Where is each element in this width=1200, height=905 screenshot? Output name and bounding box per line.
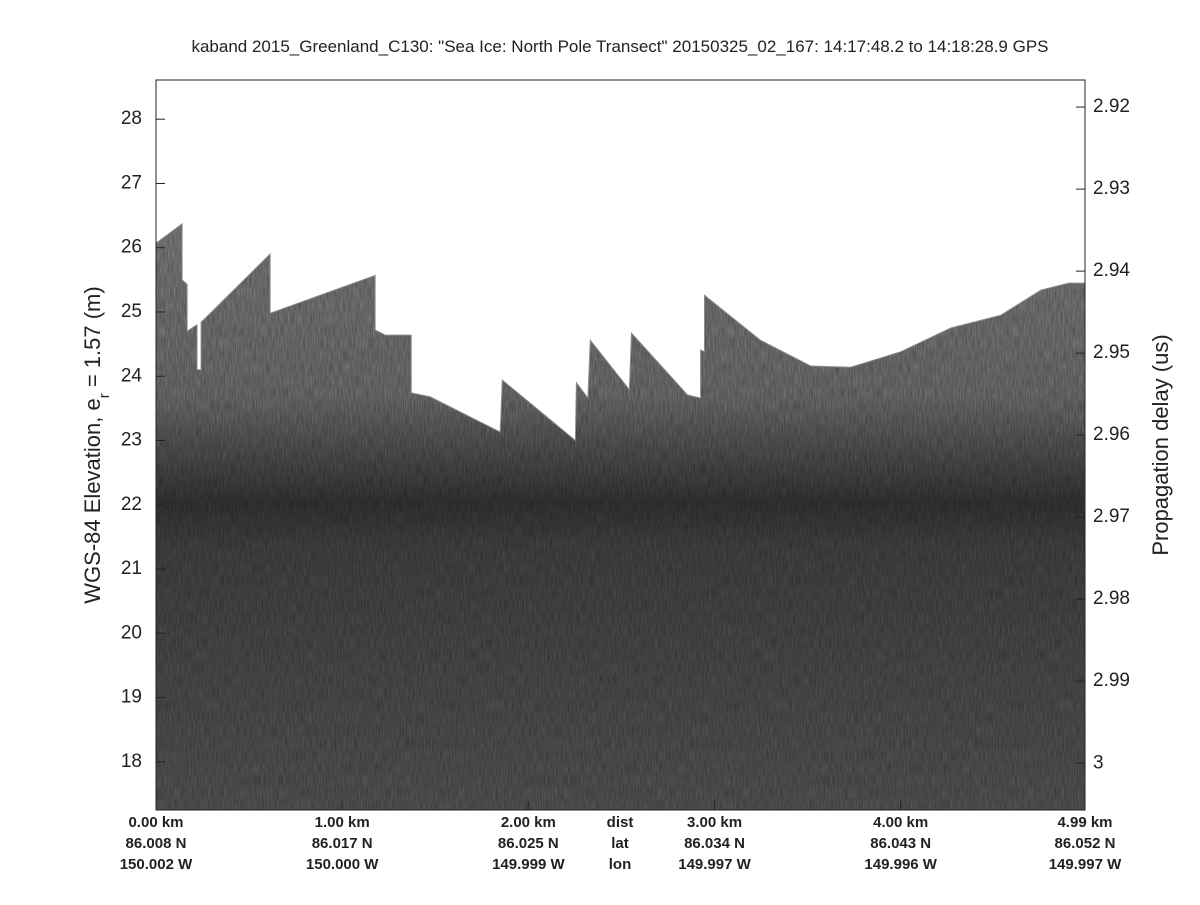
y2-axis-label: Propagation delay (us) xyxy=(1148,334,1173,555)
x-tick-label: 0.00 km xyxy=(128,814,183,831)
y-tick-label: 19 xyxy=(121,687,142,708)
y-tick-label: 26 xyxy=(121,237,142,258)
x-tick-label: 3.00 km xyxy=(687,814,742,831)
row-name: dist xyxy=(607,814,634,831)
y2-tick-label: 2.98 xyxy=(1093,588,1130,609)
y-tick-label: 28 xyxy=(121,108,142,129)
y-tick-label: 18 xyxy=(121,751,142,772)
y-tick-label: 22 xyxy=(121,494,142,515)
y2-tick-label: 2.99 xyxy=(1093,670,1130,691)
lat-label: 86.008 N xyxy=(126,835,187,852)
lat-label: 86.025 N xyxy=(498,835,559,852)
y-axis-label-part: WGS-84 Elevation, e xyxy=(80,398,105,603)
y2-tick-label: 2.94 xyxy=(1093,260,1130,281)
y-axis-label-part: = 1.57 (m) xyxy=(80,286,105,393)
y2-tick-label: 2.93 xyxy=(1093,178,1130,199)
lat-label: 86.017 N xyxy=(312,835,373,852)
x-tick-label: 2.00 km xyxy=(501,814,556,831)
y-tick-label: 25 xyxy=(121,301,142,322)
lat-label: 86.043 N xyxy=(870,835,931,852)
lon-label: 150.002 W xyxy=(120,856,193,873)
y2-tick-label: 2.95 xyxy=(1093,342,1130,363)
row-name: lat xyxy=(611,835,629,852)
lon-label: 149.997 W xyxy=(678,856,751,873)
y-axis-label: WGS-84 Elevation, er = 1.57 (m) xyxy=(80,286,113,603)
y-tick-label: 21 xyxy=(121,558,142,579)
y-tick-label: 24 xyxy=(121,365,143,386)
y-tick-label: 20 xyxy=(121,622,142,643)
x-tick-label: 1.00 km xyxy=(315,814,370,831)
lat-label: 86.034 N xyxy=(684,835,745,852)
y2-tick-label: 3 xyxy=(1093,752,1104,773)
y2-tick-label: 2.97 xyxy=(1093,506,1130,527)
chart-title: kaband 2015_Greenland_C130: "Sea Ice: No… xyxy=(191,37,1048,56)
lon-label: 149.996 W xyxy=(864,856,937,873)
x-tick-label: 4.00 km xyxy=(873,814,928,831)
lon-label: 149.999 W xyxy=(492,856,565,873)
x-tick-label: 4.99 km xyxy=(1057,814,1112,831)
echogram-texture xyxy=(156,223,1085,810)
y2-tick-label: 2.96 xyxy=(1093,424,1130,445)
lon-label: 149.997 W xyxy=(1049,856,1122,873)
plot-area xyxy=(156,222,1085,810)
y-axis-label-subscript: r xyxy=(96,393,113,398)
y-tick-label: 23 xyxy=(121,430,142,451)
y2-tick-label: 2.92 xyxy=(1093,96,1130,117)
surface-line xyxy=(156,222,1085,442)
lat-label: 86.052 N xyxy=(1055,835,1116,852)
axes-frame xyxy=(155,79,1086,811)
row-name: lon xyxy=(609,856,632,873)
lon-label: 150.000 W xyxy=(306,856,379,873)
y-tick-label: 27 xyxy=(121,172,142,193)
